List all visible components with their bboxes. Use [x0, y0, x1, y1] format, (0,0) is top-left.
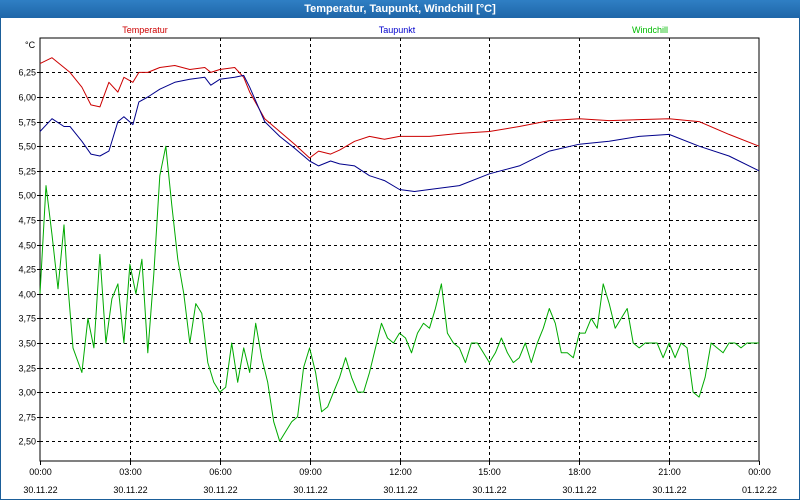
- y-tick-label: 2,75: [18, 413, 36, 423]
- y-tick-label: 3,75: [18, 314, 36, 324]
- y-tick-label: 5,50: [18, 142, 36, 152]
- x-tick-time-label: 06:00: [209, 467, 232, 477]
- y-tick-label: 6,25: [18, 68, 36, 78]
- series-line-taupunkt: [39, 74, 760, 192]
- x-tick-date-label: 30.11.22: [383, 485, 417, 495]
- y-tick-label: 3,50: [18, 339, 36, 349]
- y-tick-label: 5,25: [18, 167, 36, 177]
- y-tick-label: 2,50: [18, 437, 36, 447]
- series-line-temperatur: [39, 57, 760, 159]
- y-tick-label: 4,00: [18, 290, 36, 300]
- y-tick-label: 6,00: [18, 93, 36, 103]
- x-tick-date-label: 30.11.22: [562, 485, 596, 495]
- x-tick-time-label: 21:00: [658, 467, 681, 477]
- legend-windchill: Windchill: [632, 25, 668, 35]
- y-tick-label: 3,25: [18, 364, 36, 374]
- x-tick-time-label: 18:00: [568, 467, 591, 477]
- legend-taupunkt: Taupunkt: [379, 25, 416, 35]
- x-tick-date-label: 01.12.22: [742, 485, 777, 495]
- x-tick-time-label: 00:00: [748, 467, 771, 477]
- y-tick-label: 4,25: [18, 265, 36, 275]
- window-title: Temperatur, Taupunkt, Windchill [°C]: [0, 0, 800, 18]
- y-axis-label: °C: [25, 40, 36, 50]
- plot-area: [39, 37, 760, 462]
- x-tick-date-label: 30.11.22: [23, 485, 57, 495]
- x-tick-date-label: 30.11.22: [293, 485, 327, 495]
- x-tick-time-label: 12:00: [389, 467, 412, 477]
- x-tick-time-label: 15:00: [478, 467, 501, 477]
- y-tick-label: 4,75: [18, 216, 36, 226]
- series-line-windchill: [39, 145, 759, 442]
- x-tick-time-label: 03:00: [119, 467, 142, 477]
- x-tick-date-label: 30.11.22: [203, 485, 237, 495]
- x-tick-time-label: 00:00: [29, 467, 52, 477]
- y-tick-label: 4,50: [18, 241, 36, 251]
- x-tick-date-label: 30.11.22: [472, 485, 506, 495]
- x-tick-time-label: 09:00: [299, 467, 322, 477]
- y-tick-label: 3,00: [18, 388, 36, 398]
- x-tick-date-label: 30.11.22: [113, 485, 147, 495]
- legend-temperatur: Temperatur: [122, 25, 168, 35]
- x-tick-date-label: 30.11.22: [652, 485, 686, 495]
- y-tick-label: 5,00: [18, 191, 36, 201]
- y-tick-label: 5,75: [18, 118, 36, 128]
